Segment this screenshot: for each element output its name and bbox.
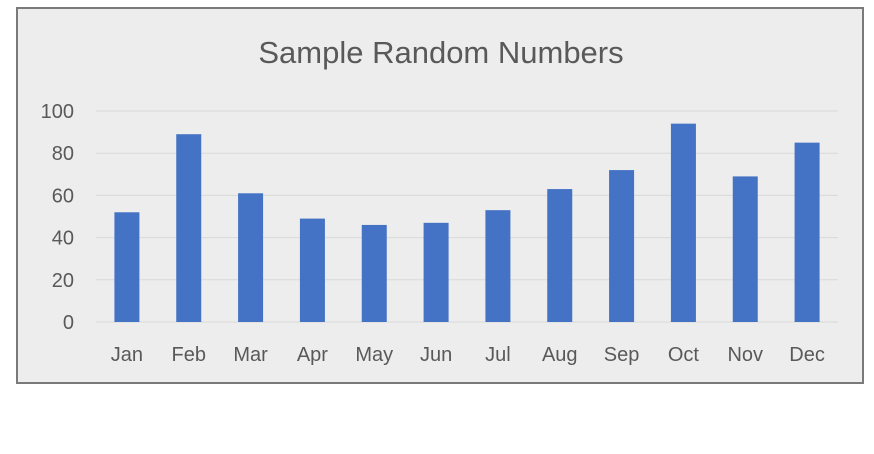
x-tick-label: Sep — [604, 344, 640, 366]
x-tick-label: Nov — [727, 344, 763, 366]
bar-feb — [176, 134, 202, 322]
bar-oct — [670, 123, 696, 322]
y-tick-label: 60 — [52, 185, 74, 207]
bar-dec — [794, 142, 820, 322]
x-tick-label: Aug — [542, 344, 578, 366]
x-tick-label: Apr — [297, 344, 328, 366]
bars — [114, 123, 820, 322]
y-axis-ticks: 0 20 40 60 80 100 — [41, 101, 74, 334]
y-tick-label: 40 — [52, 228, 74, 250]
x-tick-label: Jan — [111, 344, 143, 366]
x-tick-label: May — [355, 344, 393, 366]
bar-jun — [423, 222, 449, 322]
bar-mar — [238, 193, 264, 322]
bar-sep — [609, 170, 635, 322]
bar-nov — [732, 176, 758, 322]
x-tick-label: Dec — [789, 344, 825, 366]
x-tick-label: Jun — [420, 344, 452, 366]
bar-may — [361, 224, 387, 322]
y-tick-label: 0 — [63, 312, 74, 334]
x-tick-label: Feb — [172, 344, 206, 366]
y-tick-label: 20 — [52, 270, 74, 292]
gridlines — [96, 110, 838, 323]
y-tick-label: 80 — [52, 143, 74, 165]
bar-jul — [485, 210, 511, 322]
x-tick-label: Oct — [668, 344, 700, 366]
x-tick-label: Jul — [485, 344, 511, 366]
bar-jan — [114, 212, 140, 322]
x-tick-label: Mar — [233, 344, 268, 366]
chart-title: Sample Random Numbers — [258, 35, 623, 70]
y-tick-label: 100 — [41, 101, 74, 123]
bar-apr — [299, 218, 325, 322]
x-axis-ticks: Jan Feb Mar Apr May Jun Jul Aug Sep Oct Nov Dec — [111, 344, 825, 366]
bar-aug — [547, 189, 573, 322]
